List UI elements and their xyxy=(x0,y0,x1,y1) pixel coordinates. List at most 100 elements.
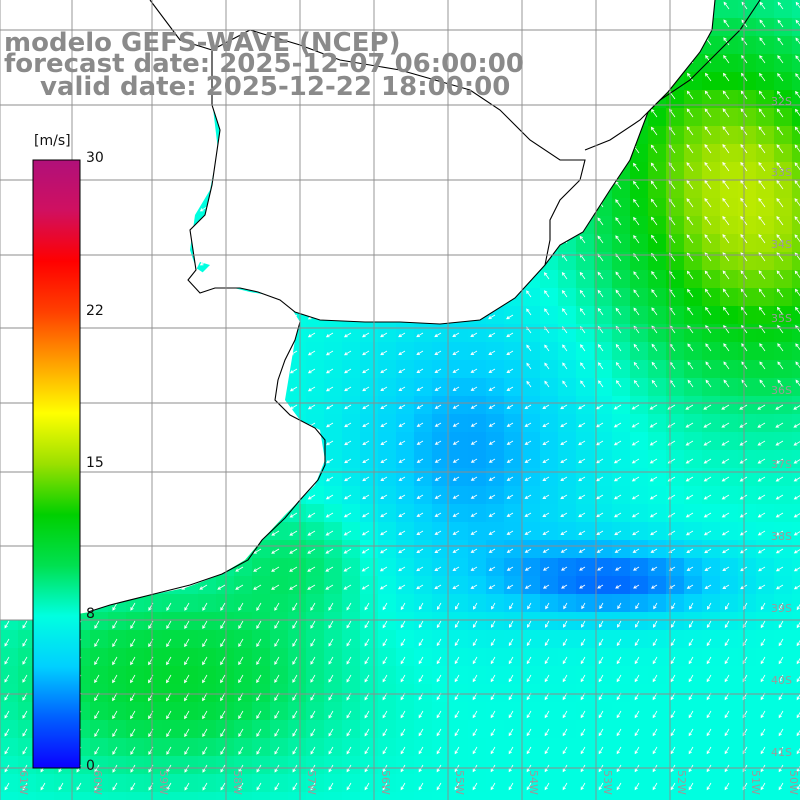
field-cell xyxy=(720,576,739,595)
wind-arrow xyxy=(130,746,136,755)
field-cell xyxy=(0,792,19,800)
wind-arrow xyxy=(706,728,712,737)
field-cell xyxy=(594,792,613,800)
wind-arrow xyxy=(758,161,766,172)
field-cell xyxy=(630,486,649,505)
wind-arrow xyxy=(22,638,28,647)
field-cell xyxy=(774,270,793,289)
wind-arrow xyxy=(542,494,550,499)
wind-arrow xyxy=(597,566,604,571)
field-cell xyxy=(648,360,667,379)
field-cell xyxy=(432,792,451,800)
field-cell xyxy=(522,450,541,469)
field-cell xyxy=(648,432,667,451)
field-cell xyxy=(522,522,541,541)
wind-arrow xyxy=(723,343,730,352)
wind-arrow xyxy=(794,126,800,135)
wind-arrow xyxy=(633,584,640,589)
wind-arrow xyxy=(778,638,784,647)
wind-arrow xyxy=(705,379,712,388)
field-cell xyxy=(756,450,775,469)
field-cell xyxy=(504,540,523,559)
field-cell xyxy=(378,504,397,523)
field-cell xyxy=(414,342,433,361)
field-cell xyxy=(558,396,577,415)
wind-arrow xyxy=(434,404,442,409)
field-cell xyxy=(720,468,739,487)
wind-arrow xyxy=(470,494,478,499)
wind-arrow xyxy=(650,198,658,208)
wind-arrow xyxy=(776,270,784,280)
wind-arrow xyxy=(202,656,208,666)
wind-arrow xyxy=(454,782,460,791)
wind-arrow xyxy=(633,361,640,370)
wind-arrow xyxy=(382,656,388,665)
wind-arrow xyxy=(454,728,460,737)
wind-arrow xyxy=(382,746,388,755)
field-cell xyxy=(486,504,505,523)
field-cell xyxy=(612,180,631,199)
field-cell xyxy=(396,576,415,595)
wind-arrow xyxy=(542,458,550,463)
wind-arrow xyxy=(202,674,208,684)
field-cell xyxy=(576,234,595,253)
wind-arrow xyxy=(130,620,136,629)
field-cell xyxy=(792,270,800,289)
wind-arrow xyxy=(670,620,676,628)
wind-arrow xyxy=(526,638,532,647)
field-cell xyxy=(558,468,577,487)
field-cell xyxy=(342,342,361,361)
field-cell xyxy=(720,126,739,145)
wind-arrow xyxy=(633,216,640,226)
wind-arrow xyxy=(202,782,208,791)
field-cell xyxy=(684,144,703,163)
wind-arrow xyxy=(362,422,370,428)
wind-arrow xyxy=(452,458,460,463)
field-cell xyxy=(342,504,361,523)
field-cell xyxy=(666,342,685,361)
field-cell xyxy=(666,90,685,109)
wind-arrow xyxy=(472,728,478,737)
wind-arrow xyxy=(561,290,568,298)
wind-arrow xyxy=(613,440,622,446)
field-cell xyxy=(684,180,703,199)
field-cell xyxy=(468,486,487,505)
wind-arrow xyxy=(795,55,800,63)
field-cell xyxy=(684,288,703,307)
field-cell xyxy=(756,324,775,343)
wind-arrow xyxy=(289,512,298,518)
field-cell xyxy=(756,234,775,253)
field-cell xyxy=(648,522,667,541)
wind-arrow xyxy=(722,108,730,118)
wind-arrow xyxy=(685,512,694,518)
wind-arrow xyxy=(560,440,568,446)
wind-arrow xyxy=(706,710,712,719)
field-cell xyxy=(522,540,541,559)
wind-arrow xyxy=(94,674,100,684)
longitude-label: 60W xyxy=(91,770,104,795)
wind-arrow xyxy=(685,440,694,446)
wind-arrow xyxy=(506,458,514,463)
field-cell xyxy=(288,396,307,415)
field-cell xyxy=(468,414,487,433)
wind-arrow xyxy=(578,548,586,553)
field-cell xyxy=(252,576,271,595)
wind-arrow xyxy=(722,197,730,208)
field-cell xyxy=(324,522,343,541)
wind-arrow xyxy=(94,764,100,773)
field-cell xyxy=(684,342,703,361)
field-cell xyxy=(738,306,757,325)
wind-arrow xyxy=(722,126,730,136)
wind-arrow xyxy=(379,584,388,590)
field-cell xyxy=(324,396,343,415)
field-cell xyxy=(378,324,397,343)
field-cell xyxy=(792,774,800,793)
field-cell xyxy=(450,396,469,415)
wind-arrow xyxy=(506,350,514,356)
field-cell xyxy=(504,486,523,505)
wind-arrow xyxy=(775,566,784,572)
wind-arrow xyxy=(506,494,514,499)
wind-arrow xyxy=(418,746,424,755)
field-cell xyxy=(486,540,505,559)
wind-arrow xyxy=(635,620,640,628)
